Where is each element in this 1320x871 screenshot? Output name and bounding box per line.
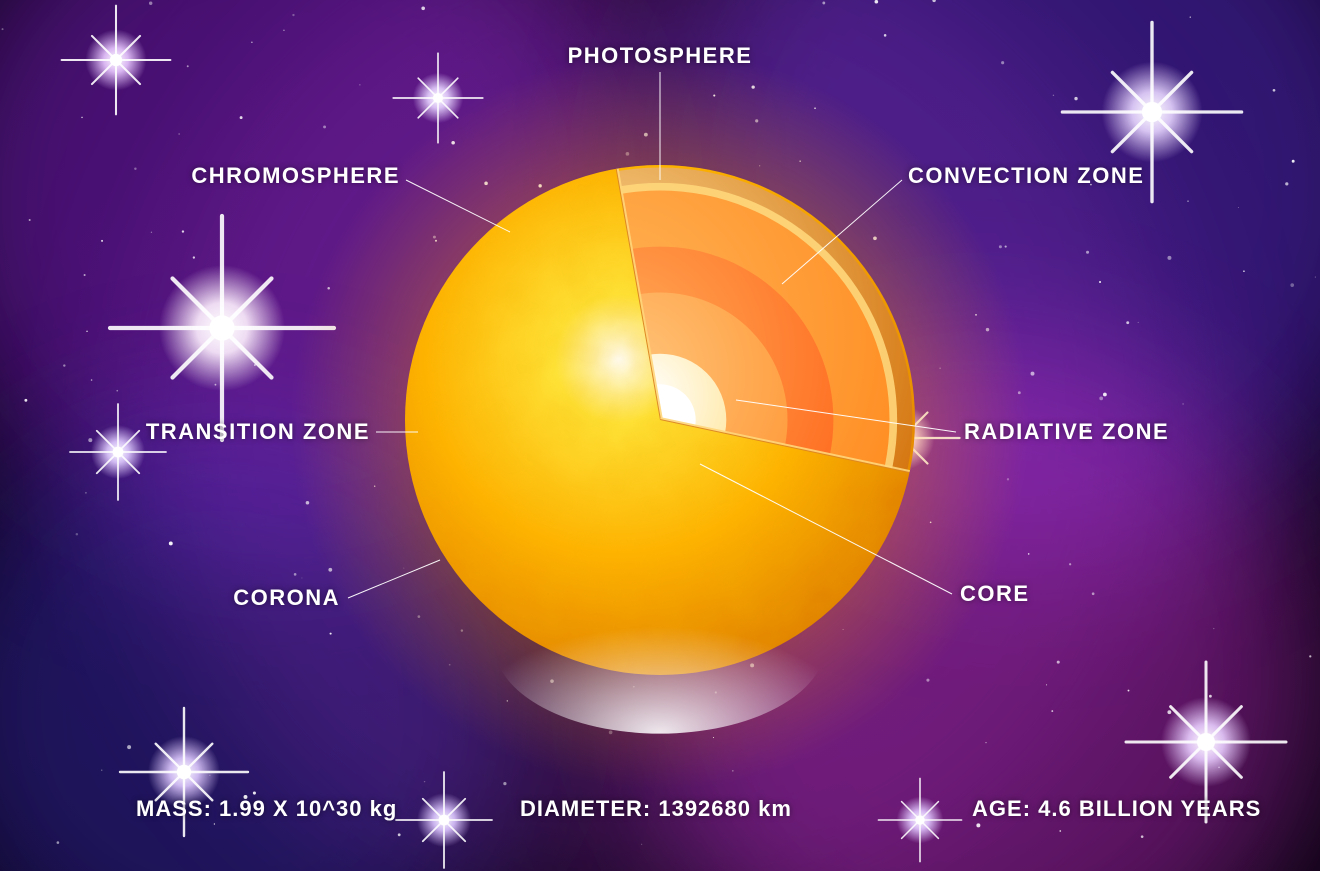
stat-age: AGE: 4.6 BILLION YEARS (972, 796, 1261, 822)
label-convection: CONVECTION ZONE (908, 163, 1144, 189)
label-core: CORE (960, 581, 1030, 607)
label-corona: CORONA (233, 585, 340, 611)
label-transition: TRANSITION ZONE (146, 419, 370, 445)
stat-diameter: DIAMETER: 1392680 km (520, 796, 792, 822)
label-radiative: RADIATIVE ZONE (964, 419, 1169, 445)
label-photosphere: PHOTOSPHERE (568, 43, 753, 69)
stat-mass: MASS: 1.99 X 10^30 kg (136, 796, 397, 822)
label-chromosphere: CHROMOSPHERE (191, 163, 400, 189)
